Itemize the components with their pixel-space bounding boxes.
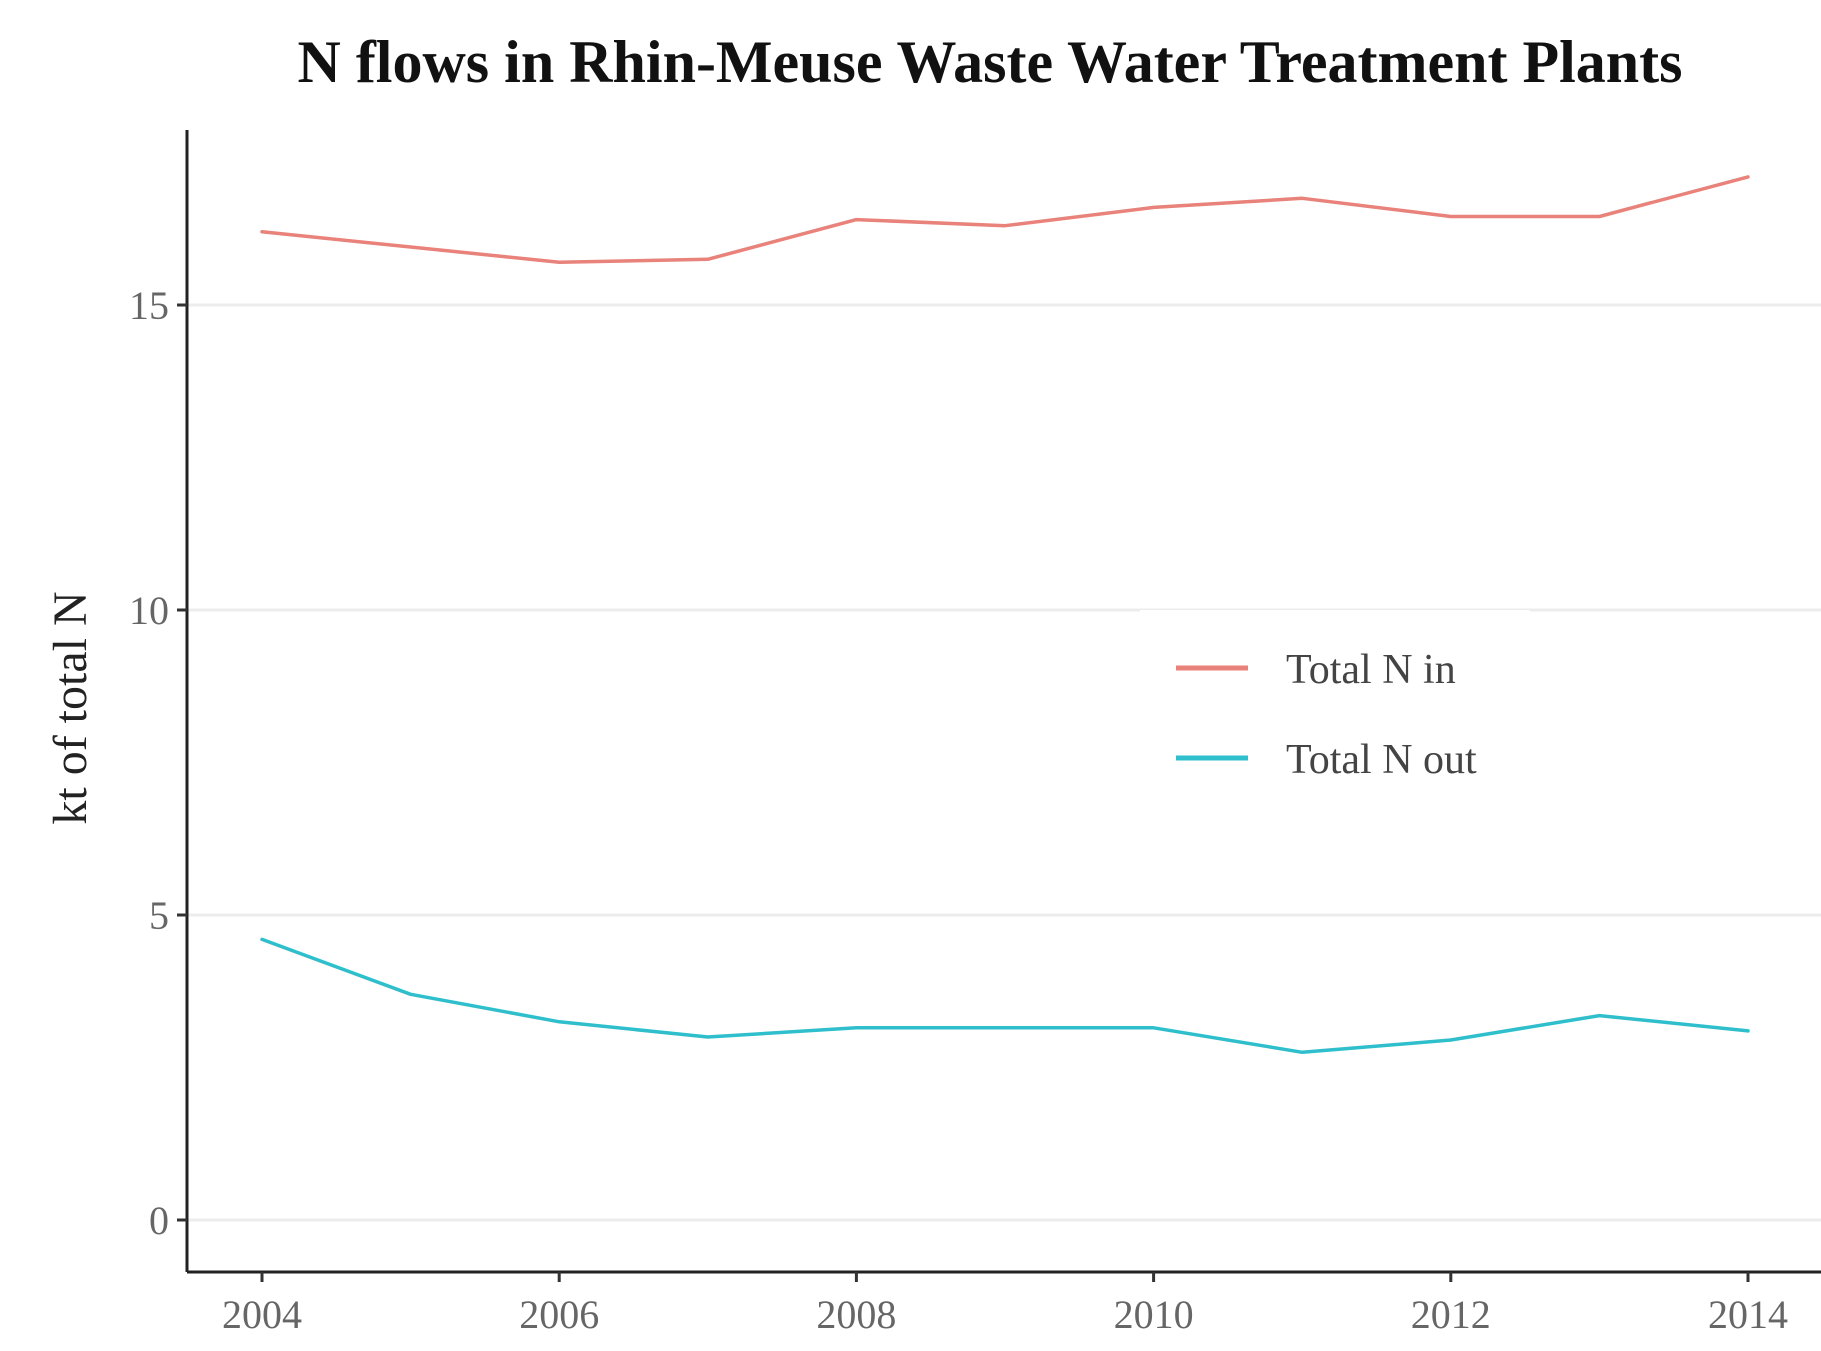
x-tick-label: 2008	[816, 1292, 896, 1337]
y-tick-label: 0	[149, 1198, 169, 1243]
x-axis-ticks: 2004 2006 2008 2010 2012 2014	[222, 1272, 1788, 1337]
x-tick-label: 2010	[1114, 1292, 1194, 1337]
series-line-2	[260, 937, 1750, 1055]
y-tick-label: 15	[129, 283, 169, 328]
chart-title: N flows in Rhin-Meuse Waste Water Treatm…	[298, 29, 1683, 95]
x-tick-label: 2006	[519, 1292, 599, 1337]
gridlines	[187, 303, 1821, 1222]
series-lines	[260, 175, 1750, 1055]
y-tick-label: 5	[149, 893, 169, 938]
y-axis-title: kt of total N	[44, 591, 97, 824]
series-line-1	[260, 175, 1750, 265]
y-tick-label: 10	[129, 588, 169, 633]
x-tick-label: 2004	[222, 1292, 302, 1337]
x-tick-label: 2012	[1411, 1292, 1491, 1337]
y-axis-ticks: 0 5 10 15	[129, 283, 187, 1243]
legend-label-1: Total N in	[1286, 647, 1456, 693]
legend-background	[1140, 610, 1530, 810]
legend: Total N in Total N out	[1140, 610, 1530, 810]
x-tick-label: 2014	[1708, 1292, 1788, 1337]
legend-label-2: Total N out	[1286, 737, 1477, 783]
